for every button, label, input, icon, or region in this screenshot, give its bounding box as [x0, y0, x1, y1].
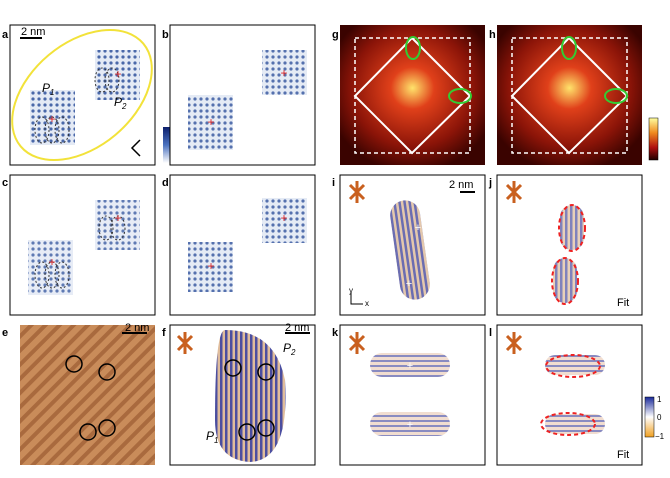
panel-label: a — [2, 29, 9, 41]
colorbar — [163, 127, 172, 163]
annotation-text: P — [206, 429, 214, 443]
panel-label: h — [489, 29, 496, 41]
panel-label: c — [2, 177, 8, 189]
annotation-sub: 1 — [50, 88, 54, 97]
svg-text:+: + — [407, 360, 413, 372]
panel-label: f — [162, 327, 166, 339]
annotation-text: P — [283, 341, 291, 355]
panel-k: + + — [339, 324, 486, 466]
axis-label: x — [365, 299, 369, 308]
colorbar-tick-label: 0 — [657, 413, 662, 422]
panel-l — [496, 324, 643, 466]
panel-label: k — [332, 327, 339, 339]
svg-text:+: + — [207, 115, 214, 129]
annotation: P2 — [283, 341, 296, 357]
annotation-text: P — [42, 81, 50, 95]
svg-text:+: + — [48, 112, 55, 126]
panel-label: l — [489, 327, 492, 339]
svg-text:+: + — [48, 255, 55, 269]
svg-text:+: + — [114, 211, 121, 225]
panel-b: + + — [169, 24, 316, 166]
svg-text:+: + — [280, 211, 287, 225]
annotation: P1 — [206, 429, 218, 445]
svg-text:+: + — [207, 259, 214, 273]
annotation-sub: 2 — [290, 348, 296, 357]
colorbar-tick-label: −1 — [655, 432, 665, 441]
panel-j — [496, 174, 643, 316]
panel-a: + + — [9, 24, 156, 166]
scale-bar-label: 2 nm — [449, 179, 473, 191]
annotation: P1 — [42, 81, 54, 97]
colorbar-tick-label: 1 — [657, 395, 662, 404]
panel-label: g — [332, 29, 339, 41]
panel-f — [169, 324, 316, 466]
panel-label: j — [488, 177, 492, 189]
annotation-sub: 2 — [121, 102, 127, 111]
scale-bar-label: 2 nm — [285, 322, 309, 334]
svg-text:+: + — [406, 278, 412, 290]
svg-text:+: + — [407, 419, 413, 431]
fit-label: Fit — [617, 449, 629, 461]
panel-g — [340, 25, 485, 165]
panel-e — [20, 325, 155, 465]
annotation-sub: 1 — [214, 436, 218, 445]
panel-label: b — [162, 29, 169, 41]
scale-bar-label: 2 nm — [125, 322, 149, 334]
svg-text:+: + — [114, 67, 121, 81]
annotation-text: P — [114, 95, 122, 109]
panel-h — [497, 25, 642, 165]
colorbar — [648, 117, 659, 161]
axis-label: y — [349, 286, 353, 295]
colorbar — [644, 396, 655, 438]
panel-label: e — [2, 327, 8, 339]
fit-label: Fit — [617, 297, 629, 309]
svg-text:+: + — [280, 66, 287, 80]
panel-label: d — [162, 177, 169, 189]
panel-d: + + — [169, 174, 316, 316]
panel-c: + + — [9, 174, 156, 316]
panel-label: i — [332, 177, 335, 189]
annotation: P2 — [114, 95, 127, 111]
panel-i: + + — [339, 174, 486, 316]
scale-bar-label: 2 nm — [21, 26, 45, 38]
svg-text:+: + — [415, 222, 421, 234]
